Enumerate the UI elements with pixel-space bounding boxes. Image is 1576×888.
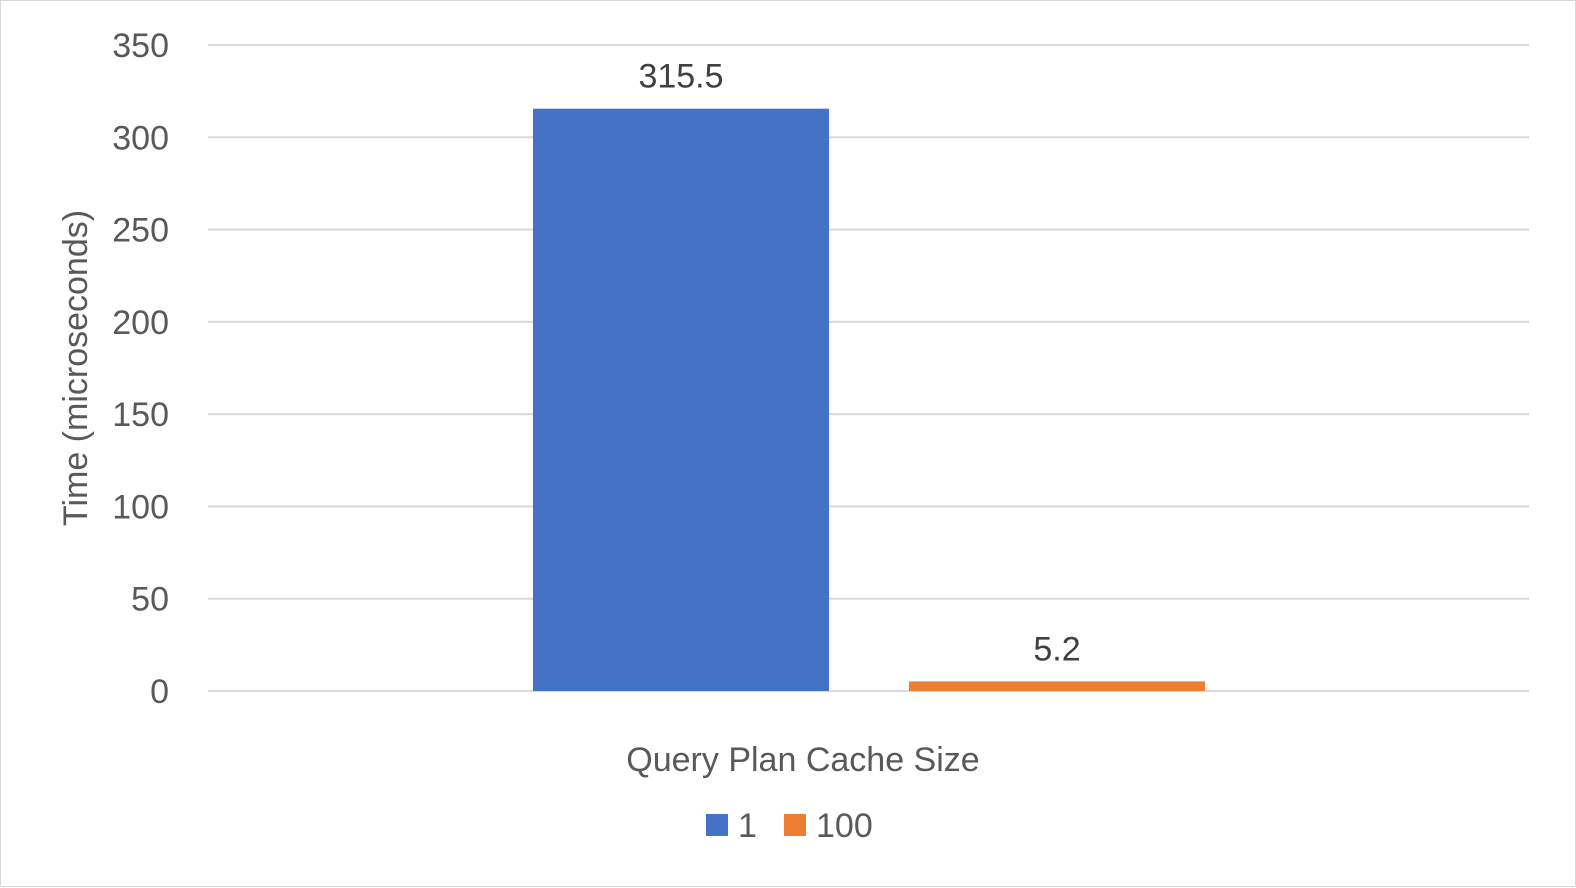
y-tick-label: 300 [112,119,169,157]
bar-series-100 [909,681,1205,691]
legend: 1 100 [706,807,873,845]
legend-swatch-series-100 [784,814,806,836]
legend-swatch-series-1 [706,814,728,836]
y-tick-label: 0 [150,673,169,711]
legend-label-series-100: 100 [816,807,873,845]
y-tick-label: 150 [112,396,169,434]
y-axis-title: Time (microseconds) [57,210,95,526]
y-tick-label: 350 [112,27,169,65]
bars [533,108,1205,692]
bar-series-1 [533,108,829,692]
x-axis-title: Query Plan Cache Size [626,741,979,779]
data-labels: 315.5 5.2 [638,58,1080,669]
y-tick-label: 200 [112,304,169,342]
y-tick-label: 50 [131,581,169,619]
y-axis-tick-labels: 0 50 100 150 200 250 300 350 [112,27,169,711]
y-tick-label: 100 [112,488,169,526]
y-tick-label: 250 [112,212,169,250]
data-label-series-1: 315.5 [638,58,723,96]
gridlines [208,44,1529,692]
legend-label-series-1: 1 [738,807,757,845]
data-label-series-100: 5.2 [1033,630,1080,668]
